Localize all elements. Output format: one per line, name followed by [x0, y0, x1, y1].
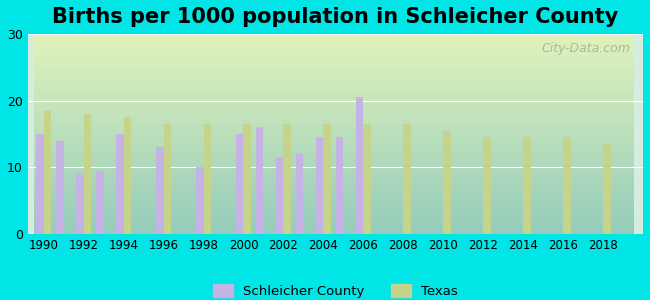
Bar: [203, 124, 211, 234]
Bar: [84, 114, 91, 234]
Bar: [483, 137, 491, 234]
Bar: [296, 154, 304, 234]
Bar: [44, 111, 51, 234]
Bar: [236, 134, 244, 234]
Bar: [96, 171, 103, 234]
Bar: [276, 158, 283, 234]
Bar: [336, 137, 343, 234]
Bar: [164, 124, 171, 234]
Bar: [523, 137, 531, 234]
Bar: [283, 124, 291, 234]
Bar: [443, 131, 451, 234]
Bar: [124, 117, 131, 234]
Bar: [116, 134, 124, 234]
Bar: [316, 137, 324, 234]
Text: City-Data.com: City-Data.com: [542, 42, 630, 55]
Bar: [403, 124, 411, 234]
Title: Births per 1000 population in Schleicher County: Births per 1000 population in Schleicher…: [52, 7, 619, 27]
Bar: [36, 134, 44, 234]
Bar: [76, 174, 84, 234]
Bar: [56, 141, 64, 234]
Bar: [244, 124, 251, 234]
Bar: [156, 147, 164, 234]
Bar: [256, 128, 263, 234]
Legend: Schleicher County, Texas: Schleicher County, Texas: [207, 279, 463, 300]
Bar: [196, 167, 203, 234]
Bar: [356, 98, 363, 234]
Bar: [563, 137, 571, 234]
Bar: [324, 124, 331, 234]
Bar: [363, 124, 371, 234]
Bar: [603, 144, 611, 234]
